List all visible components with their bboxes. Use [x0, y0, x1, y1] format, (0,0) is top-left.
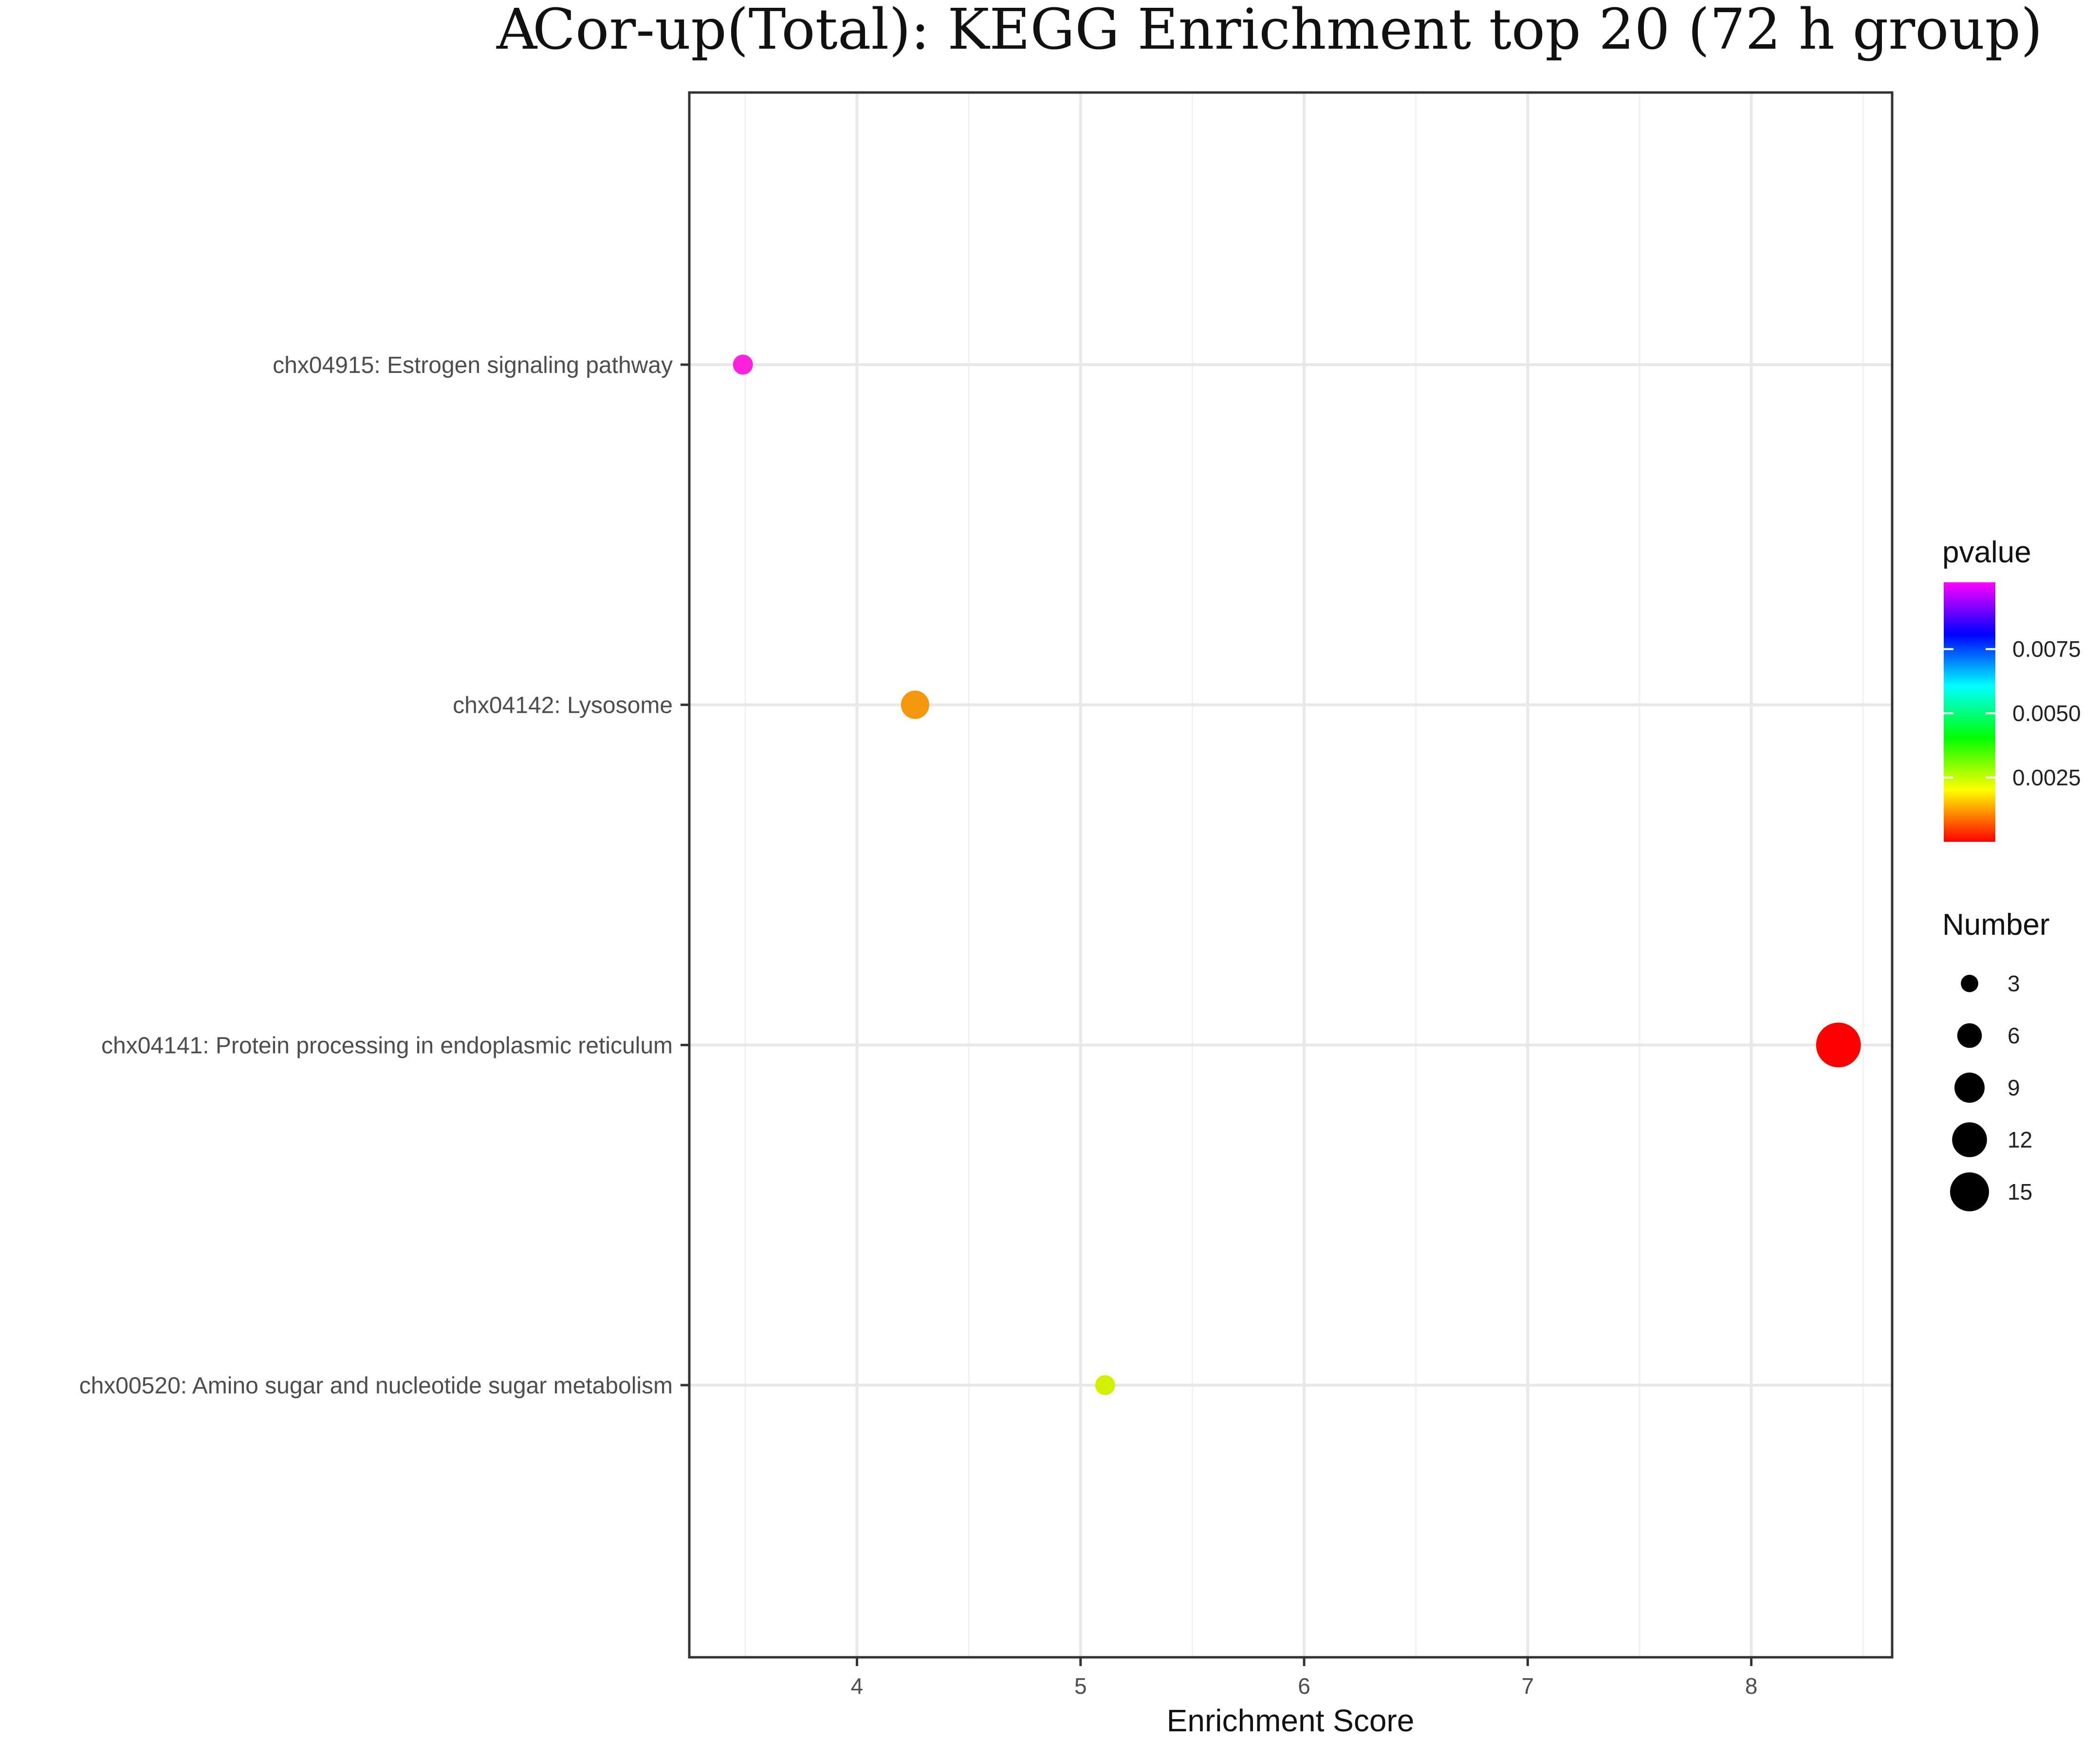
data-point: [901, 690, 929, 719]
y-category-label: chx04915: Estrogen signaling pathway: [273, 352, 673, 378]
colorbar-tick-label: 0.0075: [2012, 636, 2081, 662]
size-legend-key: [1954, 1073, 1985, 1103]
size-legend-label: 6: [2008, 1023, 2020, 1048]
x-tick-label: 8: [1745, 1673, 1758, 1699]
data-point: [1816, 1022, 1861, 1068]
y-category-label: chx00520: Amino sugar and nucleotide sug…: [79, 1373, 673, 1399]
size-legend-key: [1950, 1172, 1989, 1212]
data-point: [733, 354, 753, 375]
colorbar-tick-label: 0.0050: [2012, 701, 2081, 726]
pvalue-colorbar-ticks: 0.0025 0.0050 0.0075: [1944, 636, 2081, 790]
plot-panel-border: [688, 91, 1894, 1659]
data-point: [1095, 1375, 1115, 1395]
y-category-label: chx04141: Protein processing in endoplas…: [101, 1033, 673, 1058]
size-legend-label: 12: [2008, 1127, 2032, 1152]
size-legend-key: [1952, 1122, 1987, 1157]
colorbar-tick-label: 0.0025: [2012, 765, 2081, 790]
size-legend-label: 15: [2008, 1179, 2032, 1205]
pvalue-colorbar: [1944, 582, 1995, 842]
y-category-label: chx04142: Lysosome: [453, 693, 673, 719]
axis-ticks: [681, 363, 1753, 1666]
x-tick-label: 7: [1522, 1673, 1534, 1699]
x-tick-label: 4: [851, 1673, 864, 1699]
size-legend-key: [1957, 1023, 1982, 1048]
panel-letter: A: [496, 0, 538, 62]
pvalue-legend-title: pvalue: [1942, 536, 2031, 569]
size-legend-key: [1961, 975, 1978, 992]
data-points: [733, 354, 1861, 1395]
axis-labels: 4 5 6 7 8 chx04915: Estrogen signaling pathwa…: [79, 352, 1758, 1699]
chart-title: Cor-up(Total): KEGG Enrichment top 20 (7…: [533, 0, 2043, 62]
x-axis-title: Enrichment Score: [1167, 1703, 1415, 1738]
x-tick-label: 5: [1074, 1673, 1087, 1699]
size-legend-label: 3: [2008, 971, 2020, 996]
number-size-legend: 3 6 9 12 15: [1950, 971, 2032, 1212]
x-tick-label: 6: [1298, 1673, 1310, 1699]
number-legend-title: Number: [1942, 908, 2050, 942]
grid: [689, 93, 1892, 1657]
size-legend-label: 9: [2008, 1075, 2020, 1100]
